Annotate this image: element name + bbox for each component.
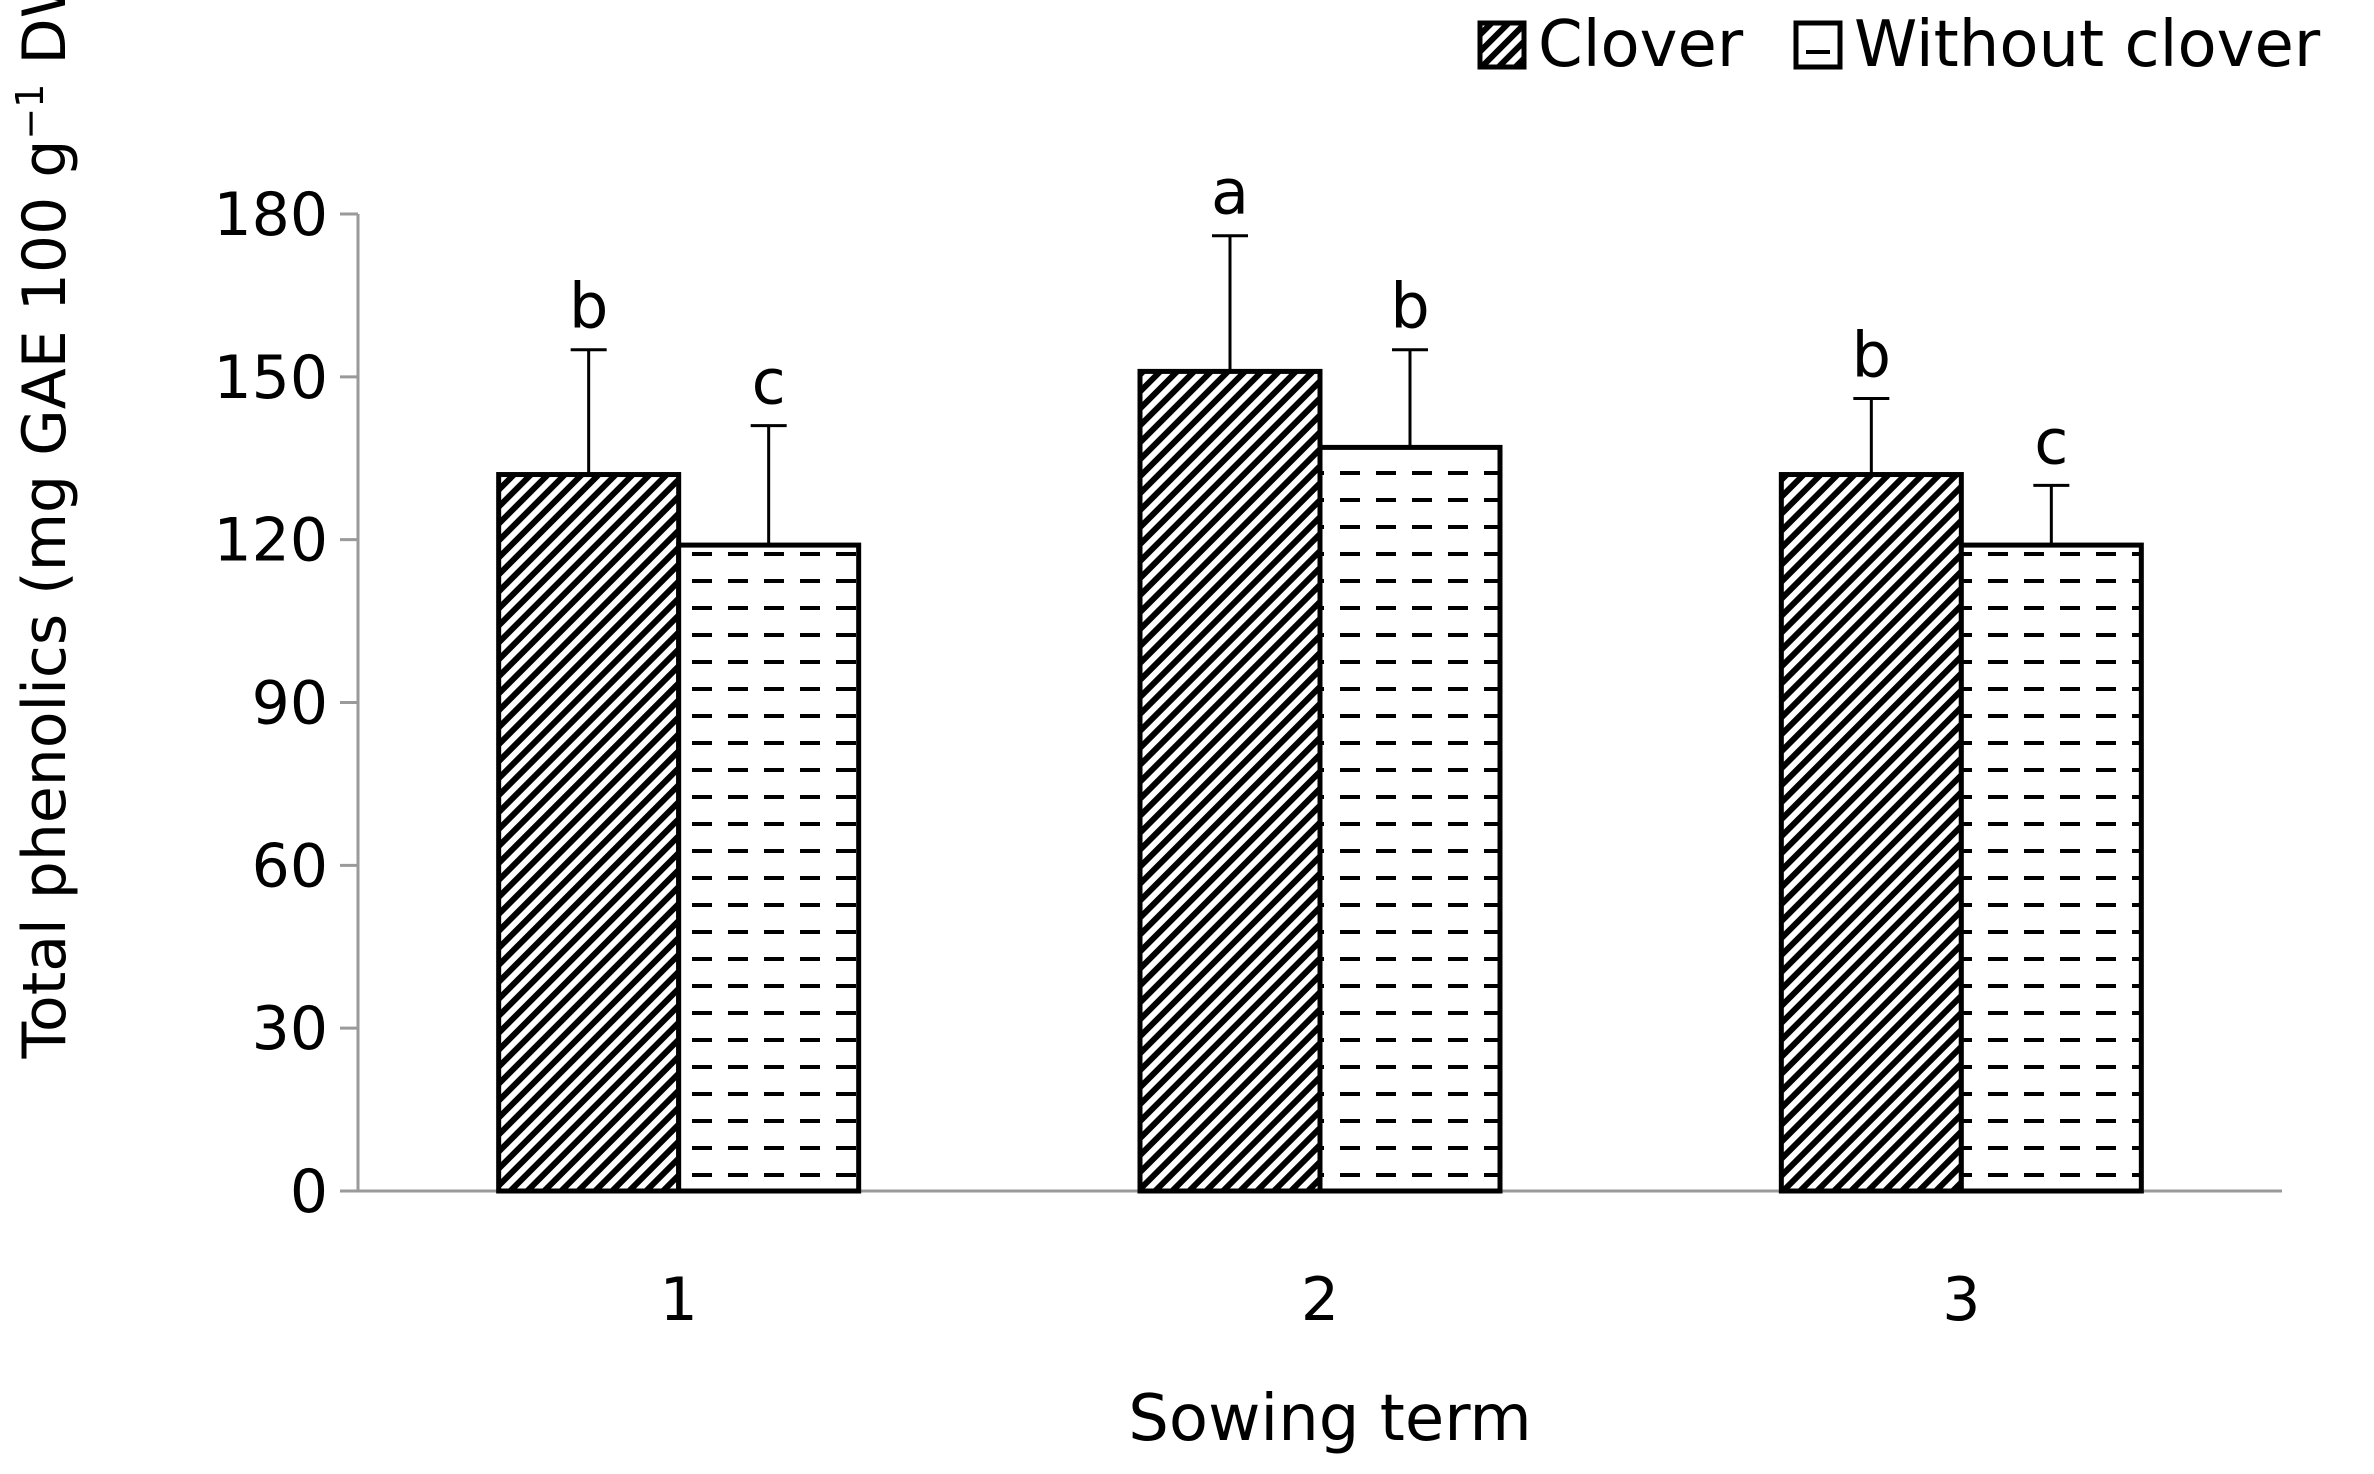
x-axis: 1 2 3 — [358, 1189, 2282, 1335]
x-tick-label: 2 — [1301, 1265, 1339, 1335]
bar-without-clover — [676, 542, 862, 1194]
bar-without-clover — [1317, 444, 1503, 1194]
legend-swatch-without-clover-dash — [1806, 50, 1830, 54]
y-tick-label: 60 — [252, 831, 328, 901]
legend-label-without-clover: Without clover — [1854, 8, 2321, 82]
bars: b a b c b c — [496, 156, 2144, 1194]
bar-clover — [1137, 368, 1323, 1194]
y-axis: 0 30 60 90 120 150 180 — [213, 180, 360, 1227]
legend: Clover Without clover — [1477, 8, 2321, 82]
y-tick-label: 0 — [290, 1157, 328, 1227]
bar-without-clover — [1958, 542, 2144, 1194]
significance-label: b — [1390, 270, 1429, 343]
legend-label-clover: Clover — [1538, 8, 1744, 82]
significance-label: c — [2034, 405, 2068, 478]
legend-swatch-without-clover — [1793, 20, 1843, 70]
significance-label: c — [752, 346, 786, 419]
bar-clover — [496, 472, 682, 1194]
y-tick-label: 90 — [252, 669, 328, 739]
bar-clover — [1778, 472, 1964, 1194]
x-tick-label: 3 — [1942, 1265, 1980, 1335]
y-tick-label: 180 — [213, 180, 328, 250]
x-tick-label: 1 — [660, 1265, 698, 1335]
y-axis-title-superscript: −1 — [8, 84, 52, 140]
y-axis-title: Total phenolics (mg GAE 100 g−1 DW) — [8, 0, 80, 1059]
y-tick-label: 150 — [213, 343, 328, 413]
significance-label: b — [569, 270, 608, 343]
legend-item-without-clover: Without clover — [1793, 8, 2321, 82]
legend-item-clover: Clover — [1477, 8, 1744, 82]
significance-label: b — [1852, 319, 1891, 392]
y-tick-label: 30 — [252, 994, 328, 1064]
y-tick-label: 120 — [213, 506, 328, 576]
legend-swatch-clover — [1477, 20, 1527, 70]
x-axis-title: Sowing term — [1128, 1382, 1531, 1456]
significance-label: a — [1211, 156, 1249, 229]
